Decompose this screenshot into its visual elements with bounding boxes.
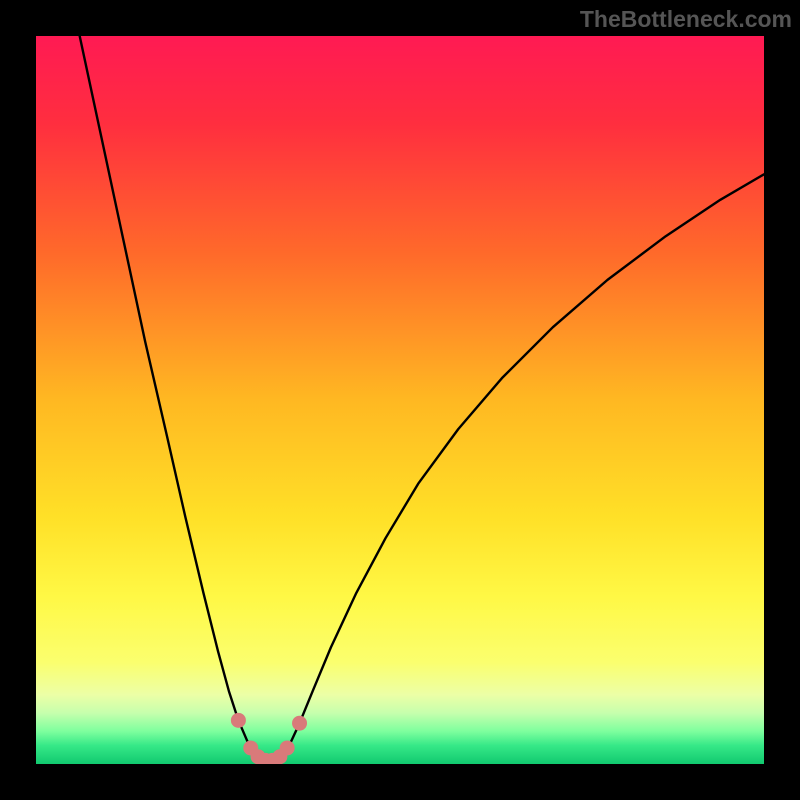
watermark-text: TheBottleneck.com [580,6,792,33]
curve-marker [280,740,295,755]
curve-marker [292,716,307,731]
gradient-background [36,36,764,764]
chart-svg [36,36,764,764]
curve-marker [231,713,246,728]
plot-area [36,36,764,764]
